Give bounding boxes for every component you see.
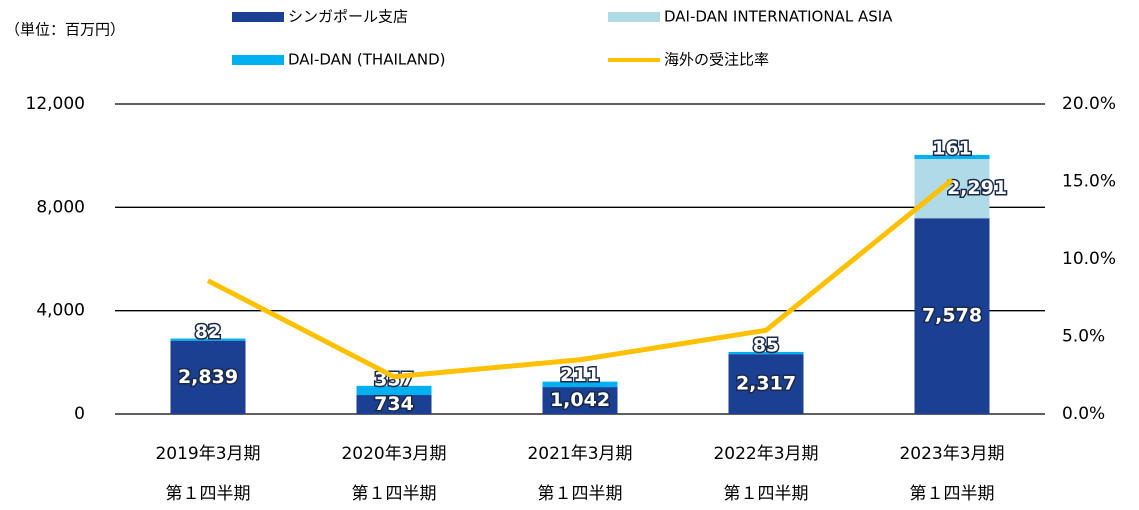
y-tick-label: 12,000 — [26, 94, 85, 114]
data-label: 2,839 — [178, 366, 238, 388]
data-label: 85 — [753, 334, 779, 356]
x-tick-label: 第１四半期 — [538, 484, 623, 504]
bar-segment — [914, 218, 990, 414]
data-label: 2,291 — [947, 177, 1007, 199]
ratio-line — [206, 178, 954, 380]
bar-segment — [170, 338, 246, 341]
x-tick-label: 2021年3月期 — [527, 444, 632, 464]
legend-swatch — [608, 12, 660, 22]
bar-segment — [728, 354, 804, 414]
y2-tick-label: 20.0% — [1062, 94, 1116, 114]
x-tick-label: 2020年3月期 — [341, 444, 446, 464]
data-label: 161 — [932, 137, 972, 159]
legend-swatch — [232, 12, 284, 22]
unit-label: （単位：百万円） — [5, 21, 125, 39]
y2-tick-label: 10.0% — [1062, 249, 1116, 269]
data-label: 734 — [374, 393, 414, 415]
bar-segment — [542, 387, 618, 414]
legend-label: DAI-DAN INTERNATIONAL ASIA — [664, 8, 893, 26]
data-label: 82 — [195, 321, 221, 343]
bar-segment — [170, 340, 246, 414]
x-tick-label: 第１四半期 — [166, 484, 251, 504]
legend-label: DAI-DAN (THAILAND) — [288, 51, 446, 69]
x-tick-label: 第１四半期 — [724, 484, 809, 504]
y2-tick-label: 0.0% — [1062, 404, 1105, 424]
y2-tick-label: 15.0% — [1062, 172, 1116, 192]
bar-segment — [914, 159, 990, 219]
y-tick-label: 8,000 — [36, 197, 85, 217]
data-label: 2,317 — [736, 373, 796, 395]
bar-segment — [728, 351, 804, 355]
data-label: 1,042 — [550, 389, 610, 411]
y2-tick-label: 5.0% — [1062, 327, 1105, 347]
bar-segment — [356, 395, 432, 414]
legend-label: 海外の受注比率 — [664, 51, 769, 69]
x-tick-label: 第１四半期 — [910, 484, 995, 504]
bar-segment — [356, 385, 432, 396]
x-tick-label: 2019年3月期 — [155, 444, 260, 464]
bar-segment — [914, 154, 990, 160]
x-tick-label: 第１四半期 — [352, 484, 437, 504]
y-tick-label: 0 — [74, 404, 85, 424]
data-label: 7,578 — [922, 305, 982, 327]
x-tick-label: 2023年3月期 — [899, 444, 1004, 464]
legend-swatch — [232, 55, 284, 65]
y-tick-label: 4,000 — [36, 301, 85, 321]
legend-label: シンガポール支店 — [288, 8, 408, 26]
bar-segment — [542, 381, 618, 388]
x-tick-label: 2022年3月期 — [713, 444, 818, 464]
data-label: 211 — [560, 364, 600, 386]
